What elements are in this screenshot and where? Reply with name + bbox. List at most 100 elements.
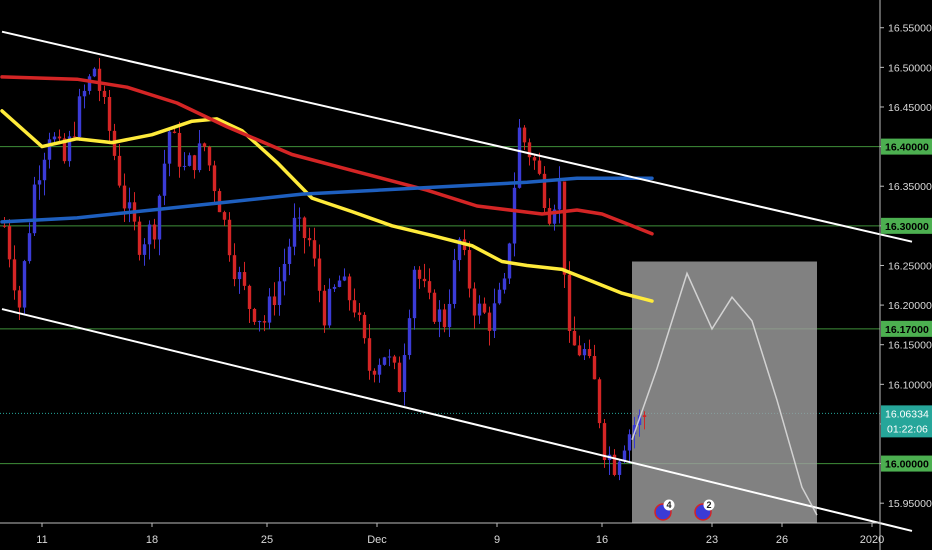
candle-body (97, 68, 102, 91)
candle-body (202, 143, 207, 147)
candle-body (2, 225, 7, 227)
candle-body (547, 208, 552, 224)
candle-body (327, 288, 332, 326)
candle-body (502, 278, 507, 290)
candle-body (377, 364, 382, 375)
candle-body (232, 255, 237, 280)
candle-body (192, 155, 197, 171)
candle-body (362, 314, 367, 339)
candle-body (422, 278, 427, 282)
time-axis[interactable]: 11 18 25 Dec 9 16 23 26 2020 (0, 522, 884, 546)
candle-body (392, 356, 397, 363)
candle-body (147, 224, 152, 245)
candle-body (542, 173, 547, 209)
candle-body (227, 219, 232, 256)
event-badge[interactable]: 2 (694, 499, 715, 521)
candle-body (567, 274, 572, 331)
candle-body (37, 180, 42, 185)
candle-body (167, 131, 172, 164)
price-tick-label: 16.50000 (888, 62, 932, 74)
candle-body (122, 185, 127, 209)
candlesticks (2, 57, 647, 481)
channel-upper-line (1, 30, 913, 243)
moving-average-line (0, 109, 654, 303)
candle-body (142, 244, 147, 255)
price-tick-label: 16.25000 (888, 260, 932, 272)
level-price-tag (881, 217, 932, 234)
moving-average-line (0, 75, 654, 236)
candle-body (267, 296, 272, 323)
channel-lower-line (1, 308, 913, 532)
candle-body (532, 157, 537, 161)
candle-body (572, 330, 577, 346)
candle-body (562, 181, 567, 275)
candle-body (57, 136, 62, 139)
price-tick-label: 16.20000 (888, 300, 932, 312)
candle-body (367, 338, 372, 371)
candle-body (492, 303, 497, 331)
candle-body (12, 259, 17, 291)
candle-body (127, 202, 132, 209)
projection-rect (632, 261, 817, 523)
candle-body (292, 217, 297, 247)
candle-body (162, 163, 167, 196)
time-tick-label: 11 (36, 534, 47, 546)
time-tick-label: Dec (367, 534, 387, 546)
moving-averages (0, 75, 654, 303)
candle-body (247, 285, 252, 309)
candle-body (527, 142, 532, 158)
time-tick-label: 23 (706, 534, 718, 546)
candle-body (187, 155, 192, 166)
candle-body (72, 136, 77, 138)
candle-body (272, 296, 277, 306)
candle-body (457, 239, 462, 261)
candle-body (602, 423, 607, 461)
candle-body (27, 233, 32, 262)
candle-body (307, 238, 312, 241)
candle-body (412, 269, 417, 319)
candle-body (242, 272, 247, 286)
candle-body (87, 76, 92, 91)
candle-body (342, 276, 347, 281)
price-tick-label: 16.35000 (888, 181, 932, 193)
candle-body (382, 357, 387, 365)
event-count-label: 4 (666, 500, 671, 510)
candle-body (517, 127, 522, 188)
level-price-tag (881, 320, 932, 337)
event-count-bubble (703, 499, 715, 511)
level-price-label: 16.40000 (885, 142, 929, 154)
candle-body (107, 96, 112, 131)
candle-body (77, 96, 82, 138)
projected-price-path (631, 271, 818, 516)
candle-body (512, 187, 517, 244)
time-tick-label: 9 (494, 534, 500, 546)
level-price-label: 16.30000 (885, 221, 929, 233)
candle-body (52, 136, 57, 140)
candle-body (312, 240, 317, 259)
time-tick-label: 26 (776, 534, 788, 546)
price-tick-label: 16.55000 (888, 23, 932, 35)
candle-body (222, 212, 227, 220)
price-axis[interactable]: 15.9500016.0000016.0500016.1000016.15000… (879, 0, 932, 550)
candle-body (612, 454, 617, 475)
price-tick-label: 16.45000 (888, 102, 932, 114)
candle-body (62, 138, 67, 162)
level-price-tag (881, 138, 932, 155)
projection-box (632, 261, 817, 523)
level-price-label: 16.17000 (885, 324, 929, 336)
candle-body (82, 90, 87, 97)
candle-body (432, 292, 437, 322)
candle-body (152, 224, 157, 240)
event-badge[interactable]: 4 (654, 499, 675, 521)
candle-body (522, 127, 527, 143)
event-count-label: 2 (706, 500, 711, 510)
candle-body (587, 349, 592, 357)
event-count-bubble (663, 499, 675, 511)
candle-body (627, 434, 632, 451)
candle-body (262, 321, 267, 323)
candle-body (617, 461, 622, 475)
time-tick-label: 2020 (860, 534, 884, 546)
